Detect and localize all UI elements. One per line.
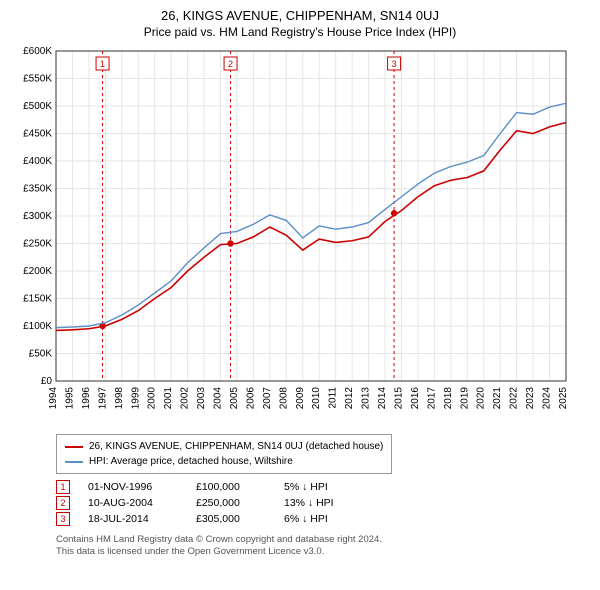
svg-text:2001: 2001	[163, 387, 174, 410]
event-delta: 13% ↓ HPI	[284, 497, 384, 509]
chart-subtitle: Price paid vs. HM Land Registry's House …	[12, 25, 588, 39]
legend: 26, KINGS AVENUE, CHIPPENHAM, SN14 0UJ (…	[56, 434, 392, 474]
svg-text:1995: 1995	[64, 387, 75, 410]
svg-text:2: 2	[228, 59, 233, 69]
svg-text:£600K: £600K	[23, 47, 52, 57]
event-price: £250,000	[196, 497, 266, 509]
footer-line-2: This data is licensed under the Open Gov…	[56, 546, 588, 558]
footer-attribution: Contains HM Land Registry data © Crown c…	[56, 534, 588, 559]
svg-text:2007: 2007	[262, 387, 273, 410]
svg-text:1994: 1994	[48, 387, 59, 410]
event-marker: 1	[56, 480, 70, 494]
event-date: 10-AUG-2004	[88, 497, 178, 509]
svg-text:£350K: £350K	[23, 184, 52, 195]
svg-text:1996: 1996	[81, 387, 92, 410]
svg-text:2010: 2010	[311, 387, 322, 410]
svg-text:2018: 2018	[443, 387, 454, 410]
svg-text:2019: 2019	[459, 387, 470, 410]
svg-text:2021: 2021	[492, 387, 503, 410]
svg-text:£400K: £400K	[23, 156, 52, 167]
legend-item: HPI: Average price, detached house, Wilt…	[65, 454, 383, 469]
svg-text:1997: 1997	[97, 387, 108, 410]
svg-text:2022: 2022	[509, 387, 520, 410]
svg-text:2011: 2011	[328, 387, 339, 409]
svg-text:2005: 2005	[229, 387, 240, 410]
footer-line-1: Contains HM Land Registry data © Crown c…	[56, 534, 588, 546]
svg-text:2014: 2014	[377, 387, 388, 410]
event-marker: 2	[56, 496, 70, 510]
event-price: £305,000	[196, 513, 266, 525]
svg-text:£100K: £100K	[23, 321, 52, 332]
svg-text:2023: 2023	[525, 387, 536, 410]
svg-text:2004: 2004	[213, 387, 224, 410]
event-marker: 3	[56, 512, 70, 526]
svg-text:£550K: £550K	[23, 74, 52, 85]
svg-text:2002: 2002	[180, 387, 191, 410]
svg-text:2025: 2025	[558, 387, 569, 410]
svg-text:2006: 2006	[245, 387, 256, 410]
svg-text:2015: 2015	[393, 387, 404, 410]
event-delta: 6% ↓ HPI	[284, 513, 384, 525]
svg-text:£200K: £200K	[23, 266, 52, 277]
legend-swatch	[65, 446, 83, 448]
svg-text:£450K: £450K	[23, 129, 52, 140]
event-row: 1 01-NOV-1996 £100,000 5% ↓ HPI	[56, 480, 588, 494]
legend-swatch	[65, 461, 83, 463]
svg-text:2008: 2008	[278, 387, 289, 410]
svg-text:£250K: £250K	[23, 239, 52, 250]
svg-text:2024: 2024	[542, 387, 553, 410]
legend-label: HPI: Average price, detached house, Wilt…	[89, 454, 293, 469]
svg-text:1999: 1999	[130, 387, 141, 410]
svg-text:1: 1	[100, 59, 105, 69]
svg-text:2016: 2016	[410, 387, 421, 410]
svg-text:£0: £0	[41, 376, 53, 387]
event-delta: 5% ↓ HPI	[284, 481, 384, 493]
svg-text:2012: 2012	[344, 387, 355, 410]
event-row: 2 10-AUG-2004 £250,000 13% ↓ HPI	[56, 496, 588, 510]
chart-area: £0 £50K £100K £150K £200K £250K £300K £350K £400…	[12, 47, 588, 426]
svg-text:2013: 2013	[361, 387, 372, 410]
event-date: 18-JUL-2014	[88, 513, 178, 525]
svg-text:2009: 2009	[295, 387, 306, 410]
event-price: £100,000	[196, 481, 266, 493]
svg-text:£50K: £50K	[29, 349, 53, 360]
svg-text:2020: 2020	[476, 387, 487, 410]
svg-text:2003: 2003	[196, 387, 207, 410]
chart-title: 26, KINGS AVENUE, CHIPPENHAM, SN14 0UJ	[12, 8, 588, 23]
svg-text:2017: 2017	[426, 387, 437, 410]
svg-text:3: 3	[392, 59, 397, 69]
svg-text:£500K: £500K	[23, 101, 52, 112]
event-date: 01-NOV-1996	[88, 481, 178, 493]
svg-text:1998: 1998	[114, 387, 125, 410]
event-table: 1 01-NOV-1996 £100,000 5% ↓ HPI 2 10-AUG-2004…	[56, 480, 588, 526]
svg-text:£150K: £150K	[23, 294, 52, 305]
line-chart: £0 £50K £100K £150K £200K £250K £300K £350K £400…	[12, 47, 572, 421]
svg-text:£300K: £300K	[23, 211, 52, 222]
svg-text:2000: 2000	[147, 387, 158, 410]
legend-item: 26, KINGS AVENUE, CHIPPENHAM, SN14 0UJ (…	[65, 439, 383, 454]
event-row: 3 18-JUL-2014 £305,000 6% ↓ HPI	[56, 512, 588, 526]
legend-label: 26, KINGS AVENUE, CHIPPENHAM, SN14 0UJ (…	[89, 439, 383, 454]
